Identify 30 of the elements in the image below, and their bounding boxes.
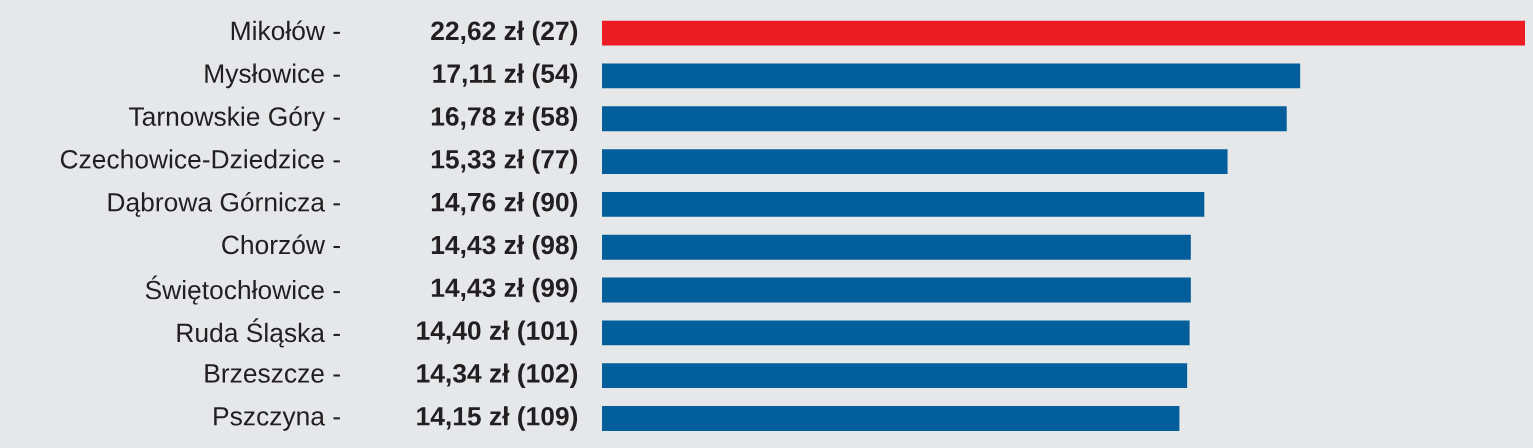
y-tick-label: Brzeszcze - — [205, 364, 340, 383]
data-label: 22,62 zł (27) — [431, 20, 578, 46]
data-label: 17,11 zł (54) — [433, 63, 578, 89]
y-tick-label: Ruda Śląska - — [177, 318, 340, 348]
data-label: 14,43 zł (99) — [431, 277, 578, 303]
y-tick-label: Mysłowice - — [205, 63, 340, 89]
y-tick-label: Mikołów - — [231, 20, 340, 41]
y-tick-label: Czechowice-Dziedzice - — [60, 149, 340, 169]
bar — [602, 106, 1287, 132]
bar — [602, 320, 1190, 346]
data-label: 14,43 zł (98) — [431, 234, 578, 260]
bar — [602, 277, 1191, 303]
y-tick-label: Świętochłowice - — [145, 275, 340, 305]
data-label: 14,15 zł (109) — [417, 406, 578, 431]
data-label: 16,78 zł (58) — [431, 106, 578, 132]
bar — [602, 149, 1228, 174]
y-tick-label: Pszczyna - — [214, 407, 340, 431]
y-tick-label: Dąbrowa Górnicza - — [108, 191, 340, 217]
data-label: 15,33 zł (77) — [431, 149, 578, 174]
bar — [602, 20, 1526, 46]
y-tick-label: Chorzów - — [222, 234, 340, 255]
bar — [602, 191, 1205, 217]
y-tick-label: Tarnowskie Góry - — [129, 106, 340, 132]
bar — [602, 234, 1191, 260]
data-label: 14,34 zł (102) — [417, 363, 578, 388]
bar — [602, 63, 1301, 89]
data-label: 14,40 zł (101) — [417, 320, 578, 346]
bar — [602, 406, 1180, 431]
bar — [602, 363, 1188, 389]
data-label: 14,76 zł (90) — [431, 192, 578, 217]
